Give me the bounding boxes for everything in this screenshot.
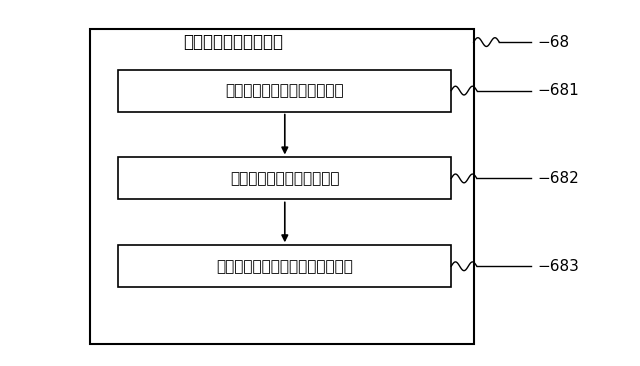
Text: −682: −682 — [538, 171, 579, 186]
Text: 第２のトンネル決定ユニット: 第２のトンネル決定ユニット — [225, 83, 344, 98]
Bar — [90, 29, 474, 344]
Text: −68: −68 — [538, 35, 570, 49]
Bar — [118, 70, 451, 112]
Text: −683: −683 — [538, 259, 579, 274]
Text: 第２の処理モジュール: 第２の処理モジュール — [184, 33, 284, 51]
Bar — [118, 245, 451, 287]
Bar — [118, 157, 451, 199]
Text: 第３の保護グループ始動ユニット: 第３の保護グループ始動ユニット — [216, 259, 353, 274]
Text: −681: −681 — [538, 83, 579, 98]
Text: 第２の警報ユニット６８２: 第２の警報ユニット６８２ — [230, 171, 340, 186]
